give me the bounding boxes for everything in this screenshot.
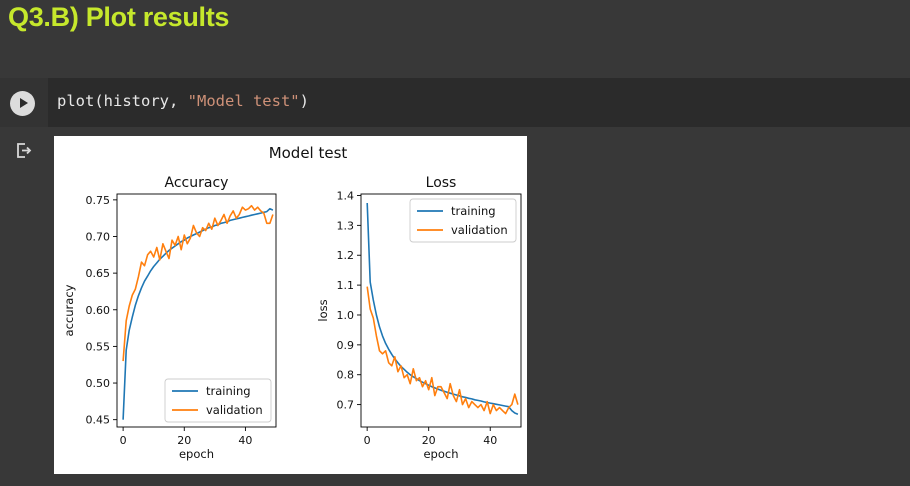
y-axis-label: accuracy [62,284,76,336]
chart-accuracy: Accuracy 0.45 0.50 0.55 0.60 0.65 0.70 0.75 0 20 4… [62,175,277,461]
x-tick-label: 40 [238,434,252,447]
x-tick-label: 0 [364,434,371,447]
x-axis-label: epoch [423,447,458,461]
y-tick-label: 0.65 [86,267,111,280]
y-tick-label: 0.75 [86,194,111,207]
legend-box [409,198,517,243]
legend-label-validation: validation [206,403,263,417]
chart-legend: training validation [409,198,517,243]
play-icon[interactable] [10,91,35,116]
output-arrow-icon[interactable] [16,142,33,159]
y-axis-label: loss [316,299,330,321]
y-tick-label: 1.0 [337,309,355,322]
y-tick-label: 1.3 [337,219,355,232]
chart-loss: Loss 0.7 0.8 0.9 1.0 1.1 1.2 1.3 1.4 0 20 40 epoch lo… [316,175,522,461]
section-heading: Q3.B) Plot results [8,2,230,32]
x-tick-label: 40 [483,434,497,447]
chart-title: Accuracy [165,175,229,191]
y-tick-label: 0.7 [337,399,355,412]
x-tick-label: 20 [177,434,191,447]
legend-box [164,378,272,423]
x-axis-label: epoch [179,447,214,461]
y-tick-label: 1.4 [337,189,355,202]
plot-frame [360,193,522,428]
chart-legend: training validation [164,378,272,423]
series-line-training [122,207,274,420]
series-line-validation [122,204,274,362]
y-tick-label: 1.1 [337,279,355,292]
code-close-paren: ) [299,92,309,110]
code-cell[interactable]: plot(history, "Model test") [0,78,910,127]
series-line-validation [366,286,519,415]
plot-frame [116,193,277,428]
x-tick-label: 0 [120,434,127,447]
chart-title: Loss [426,175,457,191]
y-tick-label: 0.70 [86,230,111,243]
y-tick-label: 0.55 [86,340,111,353]
code-string-arg: "Model test" [187,92,300,110]
y-tick-label: 0.45 [86,414,111,427]
code-call: plot(history, [57,92,188,110]
figure-suptitle: Model test [269,144,348,162]
y-tick-label: 0.60 [86,304,111,317]
x-tick-label: 20 [422,434,436,447]
output-figure: Model test Accuracy 0.45 0.50 0.55 0.60 0.65 0… [54,136,527,474]
y-tick-label: 1.2 [337,249,355,262]
legend-label-validation: validation [451,223,508,237]
y-tick-label: 0.50 [86,377,111,390]
y-tick-label: 0.8 [337,369,355,382]
legend-label-training: training [206,384,251,398]
code-editor[interactable]: plot(history, "Model test") [57,92,309,110]
figure-svg: Model test Accuracy 0.45 0.50 0.55 0.60 0.65 0… [62,144,522,461]
y-tick-label: 0.9 [337,339,355,352]
legend-label-training: training [451,204,496,218]
